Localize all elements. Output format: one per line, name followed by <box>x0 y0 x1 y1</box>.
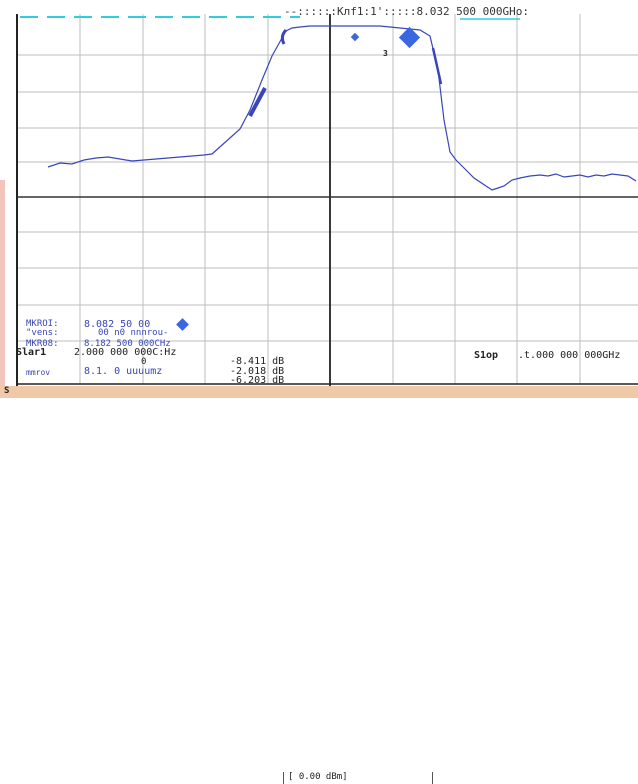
mkr01-sub-value: 00 n0 nnnrou- <box>98 328 169 338</box>
start-frequency-label: Slar1 <box>16 347 47 358</box>
mkr01-sub-label: "vens: <box>26 328 59 338</box>
mkrov-label: mmrov <box>26 368 51 377</box>
delta-readout-1: -8.411 dB <box>230 356 285 367</box>
graticule-grid <box>17 14 638 384</box>
marker1-frequency-readout: --::::::Kлf1:1':::::8.032 500 000GHo: <box>284 5 530 18</box>
spectrum-trace <box>47 25 637 191</box>
delta-readout-2: -2.018 dB <box>230 366 285 377</box>
reference-level-box[interactable]: [ 0.00 dBm] <box>283 772 433 784</box>
status-letter: S <box>4 386 10 396</box>
mkr01-value: 8.082 50 00 <box>84 319 151 330</box>
mkr08-value: 8.182 500 000CHz <box>84 339 171 349</box>
spectrum-display <box>16 14 638 386</box>
left-edge-strip <box>0 180 5 386</box>
mkr01-label: MKROI: <box>26 319 59 329</box>
start-frequency-value: 2.000 000 000C:Hz <box>74 347 177 358</box>
stop-frequency-label: S1op <box>474 350 499 361</box>
marker-number-label: 3 <box>383 49 388 58</box>
trace-bold-segment <box>248 87 267 117</box>
stop-frequency-value: .t.000 000 000GHz <box>518 350 621 361</box>
status-bar: S [ 0.00 dBm] <box>0 386 638 784</box>
trace-bold-segment-right <box>431 47 443 85</box>
mkr08-label: MKR08: <box>26 339 59 349</box>
reference-level-value: [ 0.00 dBm] <box>288 772 348 782</box>
mkrov-value: 8.1. 0 uuuumz <box>84 366 163 377</box>
marker-arc <box>280 28 288 45</box>
center-zero-label: 0 <box>141 357 147 367</box>
delta-readout-3: -6.203 dB <box>230 375 285 386</box>
